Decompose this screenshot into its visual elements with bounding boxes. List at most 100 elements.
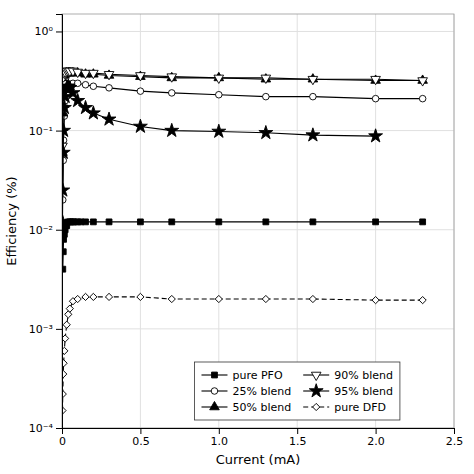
point — [420, 219, 426, 225]
point — [371, 76, 381, 84]
point — [259, 125, 273, 138]
legend-swatch-marker — [309, 384, 323, 397]
point — [372, 297, 379, 304]
x-axis: 00.51.01.52.02.5 — [59, 428, 463, 448]
series-line — [62, 297, 422, 411]
grid-line-y — [62, 31, 454, 32]
y-tick-label: 10⁻¹ — [29, 125, 53, 138]
point — [169, 219, 175, 225]
y-tick-label: 10⁻² — [29, 224, 53, 237]
y-tick-label: 10⁰ — [35, 25, 54, 38]
x-tick: 2.0 — [367, 428, 385, 448]
y-tick: 10⁻⁴ — [29, 422, 62, 435]
legend-swatch-marker — [210, 401, 220, 409]
series — [62, 79, 383, 228]
legend-item: 25% blend — [201, 385, 291, 398]
point — [216, 91, 223, 98]
legend-swatch-marker — [212, 372, 218, 378]
x-tick-label: 0 — [59, 435, 66, 448]
point — [261, 75, 271, 83]
point — [106, 85, 113, 92]
point — [167, 74, 177, 82]
y-tick: 10⁻³ — [29, 323, 62, 336]
legend-label: 25% blend — [232, 385, 291, 398]
x-tick-mark — [376, 428, 377, 434]
legend-frame — [194, 362, 399, 420]
legend: pure PFO 25% blend 50% blend 90% blend 95% b… — [194, 362, 399, 420]
point — [89, 70, 99, 78]
point — [308, 76, 318, 84]
point — [419, 297, 426, 304]
point — [86, 106, 100, 119]
point — [262, 295, 269, 302]
point — [419, 95, 426, 102]
point — [62, 145, 70, 158]
x-tick: 0 — [59, 428, 66, 448]
series-line — [62, 71, 422, 146]
point — [83, 219, 89, 225]
grid-line-y — [62, 229, 454, 230]
point — [90, 83, 97, 90]
point — [168, 90, 175, 97]
point — [102, 112, 116, 125]
series — [62, 68, 427, 151]
point — [82, 81, 89, 88]
legend-item: 95% blend — [303, 384, 393, 398]
legend-label: pure DFD — [334, 401, 386, 414]
point — [214, 75, 224, 83]
legend-label: 95% blend — [334, 385, 393, 398]
x-tick-label: 2.0 — [367, 435, 385, 448]
y-tick-mark — [56, 428, 62, 429]
y-tick-mark — [56, 31, 62, 32]
legend-item: 90% blend — [303, 369, 393, 382]
point — [369, 129, 383, 142]
point — [66, 305, 73, 312]
x-tick-label: 0.5 — [132, 435, 150, 448]
chart: 00.51.01.52.02.510⁻⁴10⁻³10⁻²10⁻¹10⁰pure … — [0, 0, 474, 474]
point — [106, 219, 112, 225]
grid-line-y — [62, 328, 454, 329]
point — [90, 293, 97, 300]
legend-item: 50% blend — [201, 401, 291, 414]
x-tick-label: 1.0 — [211, 435, 229, 448]
legend-swatch-marker — [311, 372, 321, 380]
legend-label: pure PFO — [232, 369, 282, 382]
series — [62, 68, 427, 156]
x-axis-line — [63, 429, 455, 435]
legend-label: 90% blend — [334, 369, 393, 382]
y-tick-mark — [56, 329, 62, 330]
point — [212, 124, 226, 137]
series — [62, 80, 426, 203]
point — [215, 295, 222, 302]
point — [137, 219, 143, 225]
point — [309, 295, 316, 302]
point — [133, 119, 147, 132]
point — [263, 93, 270, 100]
point — [71, 93, 85, 106]
point — [63, 321, 70, 328]
series-line — [62, 86, 375, 222]
point — [62, 215, 69, 228]
y-tick-label: 10⁻³ — [29, 323, 53, 336]
series — [62, 219, 426, 272]
plot: 00.51.01.52.02.510⁻⁴10⁻³10⁻²10⁻¹10⁰pure … — [29, 14, 463, 448]
x-tick-mark — [297, 428, 298, 434]
point — [263, 219, 269, 225]
y-tick: 10⁻² — [29, 224, 62, 237]
y-axis-title: Efficiency (%) — [4, 176, 19, 265]
point — [373, 219, 379, 225]
point — [82, 293, 89, 300]
point — [168, 295, 175, 302]
point — [136, 73, 146, 81]
point — [62, 123, 71, 136]
point — [104, 71, 114, 79]
point — [310, 219, 316, 225]
y-axis: 10⁻⁴ 10⁻³ 10⁻² 10⁻¹ 10⁰ — [29, 15, 63, 436]
point — [62, 335, 69, 342]
y-tick: 10⁰ — [35, 25, 62, 38]
x-tick: 1.5 — [289, 428, 307, 448]
point — [62, 100, 71, 113]
x-tick-mark — [454, 428, 455, 434]
legend-swatch-marker — [313, 403, 320, 410]
y-tick-label: 10⁻⁴ — [29, 422, 54, 435]
